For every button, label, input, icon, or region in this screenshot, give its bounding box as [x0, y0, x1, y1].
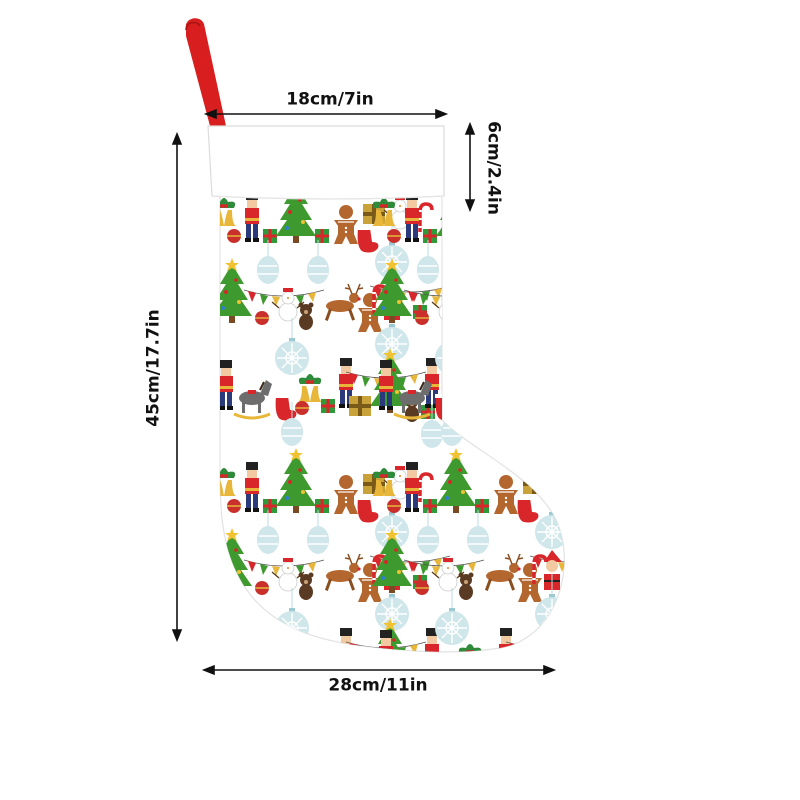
foot-width-label: 28cm/11in [328, 675, 428, 696]
cuff-width-arrow [203, 108, 449, 120]
stocking-body [219, 187, 565, 653]
total-height-arrow [171, 131, 183, 643]
stocking-cuff [207, 125, 445, 200]
hanger-loop [185, 18, 226, 127]
cuff-width-label: 18cm/7in [286, 89, 374, 110]
cuff-height-arrow [464, 121, 476, 213]
total-height-label: 45cm/17.7in [143, 309, 164, 427]
cuff-height-label: 6cm/2.4in [483, 121, 504, 215]
foot-width-arrow [201, 664, 557, 676]
